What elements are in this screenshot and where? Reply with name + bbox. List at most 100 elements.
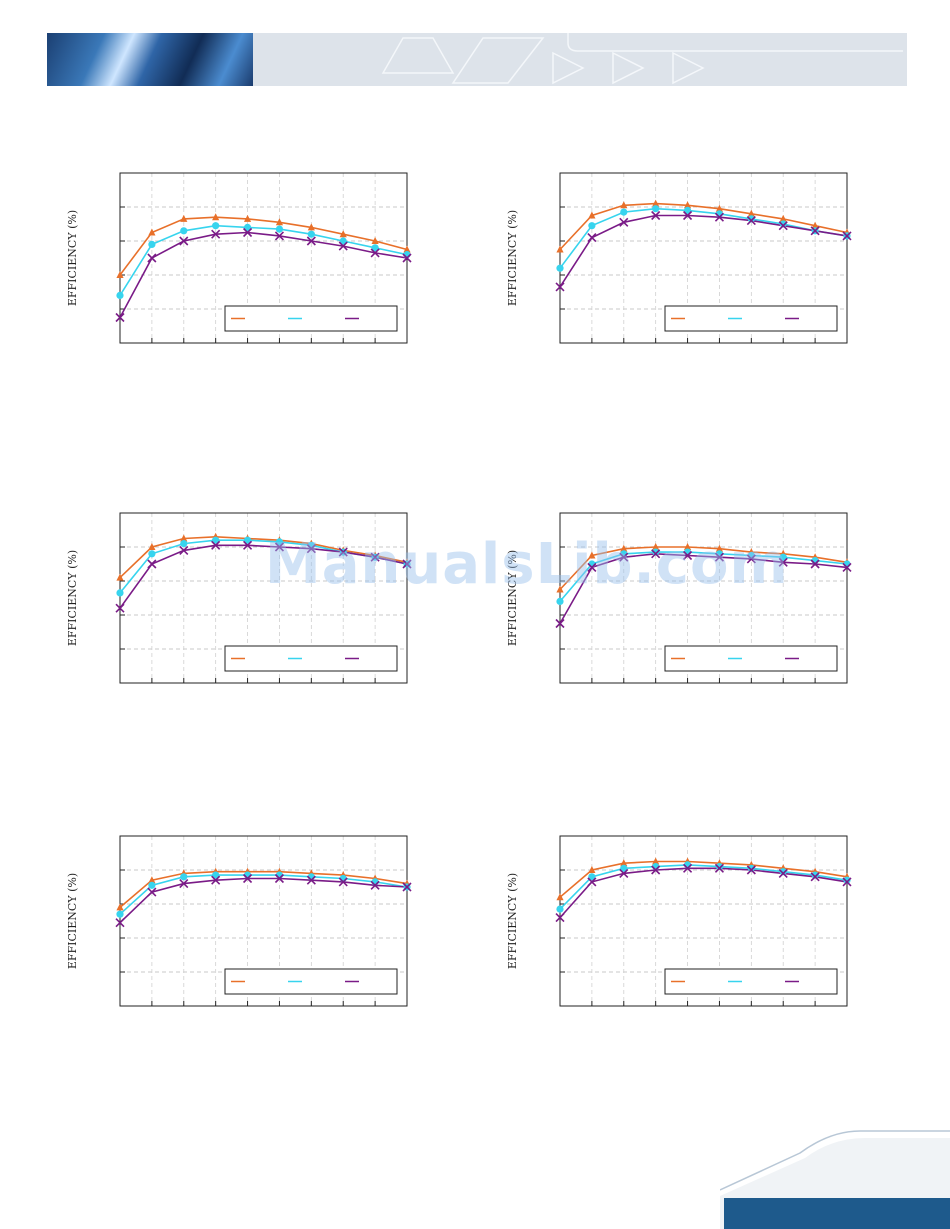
series-line xyxy=(559,864,848,910)
data-point-circle xyxy=(556,905,564,913)
data-point-triangle xyxy=(683,201,692,209)
series-line xyxy=(119,874,408,915)
data-point-triangle xyxy=(588,211,596,219)
data-point-triangle xyxy=(588,551,596,559)
data-point-triangle xyxy=(148,876,156,884)
data-point-triangle xyxy=(116,573,124,581)
series-line xyxy=(119,544,408,609)
y-axis-label: EFFICIENCY (%) xyxy=(66,873,79,969)
data-point-x xyxy=(682,863,693,873)
y-axis-label: EFFICIENCY (%) xyxy=(506,210,519,306)
data-point-x xyxy=(115,603,125,613)
data-point-triangle xyxy=(243,214,252,222)
data-point-x xyxy=(842,877,852,887)
data-point-circle xyxy=(747,864,755,872)
efficiency-chart-4: EFFICIENCY (%) xyxy=(506,512,852,684)
data-point-circle xyxy=(652,548,660,556)
data-point-x xyxy=(714,863,725,873)
series-line xyxy=(119,870,408,909)
y-axis-label: EFFICIENCY (%) xyxy=(66,550,79,646)
data-point-x xyxy=(842,562,852,572)
data-point-x xyxy=(179,545,189,555)
data-point-circle xyxy=(212,222,220,230)
data-point-triangle xyxy=(556,893,564,901)
plot-frame xyxy=(559,835,848,1007)
series-line xyxy=(559,552,848,624)
data-point-x xyxy=(306,875,316,885)
data-point-x xyxy=(147,559,157,569)
data-point-x xyxy=(619,868,629,878)
legend-box xyxy=(664,968,838,995)
legend-box xyxy=(664,305,838,332)
data-point-triangle xyxy=(556,585,564,593)
data-point-circle xyxy=(148,550,156,558)
data-point-triangle xyxy=(620,859,628,867)
data-point-circle xyxy=(588,222,596,230)
data-point-circle xyxy=(620,208,628,216)
data-point-circle xyxy=(243,536,252,544)
data-point-x xyxy=(370,552,380,562)
data-point-triangle xyxy=(715,204,724,212)
data-point-circle xyxy=(779,220,787,228)
data-point-circle xyxy=(212,536,220,544)
series-line xyxy=(559,546,848,591)
banner-decoration xyxy=(381,33,903,85)
data-point-triangle xyxy=(275,218,284,226)
series-line xyxy=(119,877,408,924)
data-point-x xyxy=(587,233,597,243)
series-line xyxy=(119,224,408,296)
data-point-x xyxy=(179,236,189,246)
data-point-x xyxy=(402,253,412,263)
legend-box xyxy=(664,645,838,672)
corner-band xyxy=(724,1198,950,1229)
data-point-x xyxy=(810,559,820,569)
data-point-x xyxy=(242,873,253,884)
series-line xyxy=(559,867,848,919)
plot-frame xyxy=(559,172,848,344)
data-point-triangle xyxy=(180,534,188,542)
data-point-circle xyxy=(620,864,628,872)
data-point-x xyxy=(619,217,629,227)
data-point-triangle xyxy=(148,543,156,550)
series-line xyxy=(119,231,408,318)
data-point-x xyxy=(211,229,221,239)
data-point-circle xyxy=(556,597,564,605)
efficiency-chart-3: EFFICIENCY (%) xyxy=(66,512,412,684)
data-point-triangle xyxy=(652,199,660,207)
series-line xyxy=(119,216,408,276)
data-point-x xyxy=(274,231,285,241)
legend-box xyxy=(224,305,398,332)
header-banner xyxy=(47,33,907,86)
data-point-x xyxy=(651,865,661,875)
data-point-triangle xyxy=(180,214,188,222)
data-point-x xyxy=(555,618,565,629)
data-point-circle xyxy=(243,223,252,231)
data-point-x xyxy=(810,872,820,882)
y-axis-label: EFFICIENCY (%) xyxy=(66,210,79,306)
data-point-circle xyxy=(339,237,347,245)
data-point-triangle xyxy=(339,230,347,238)
efficiency-chart-2: EFFICIENCY (%) xyxy=(506,172,852,344)
series-line xyxy=(559,214,848,288)
data-point-x xyxy=(115,918,125,928)
data-point-triangle xyxy=(116,271,124,278)
data-point-triangle xyxy=(620,544,628,552)
data-point-x xyxy=(778,557,788,567)
data-point-circle xyxy=(275,538,284,546)
efficiency-chart-1: EFFICIENCY (%) xyxy=(66,172,412,344)
data-point-x xyxy=(115,312,125,323)
data-point-triangle xyxy=(556,245,564,253)
data-point-circle xyxy=(747,215,755,223)
data-point-x xyxy=(274,873,285,884)
data-point-triangle xyxy=(307,223,315,231)
series-line xyxy=(119,539,408,594)
data-point-x xyxy=(242,540,253,550)
data-point-triangle xyxy=(652,857,660,865)
series-line xyxy=(119,535,408,579)
data-point-x xyxy=(778,868,788,878)
data-point-x xyxy=(179,879,189,889)
data-point-x xyxy=(746,554,756,564)
data-point-circle xyxy=(652,205,660,213)
data-point-x xyxy=(338,241,348,251)
data-point-circle xyxy=(212,871,220,879)
